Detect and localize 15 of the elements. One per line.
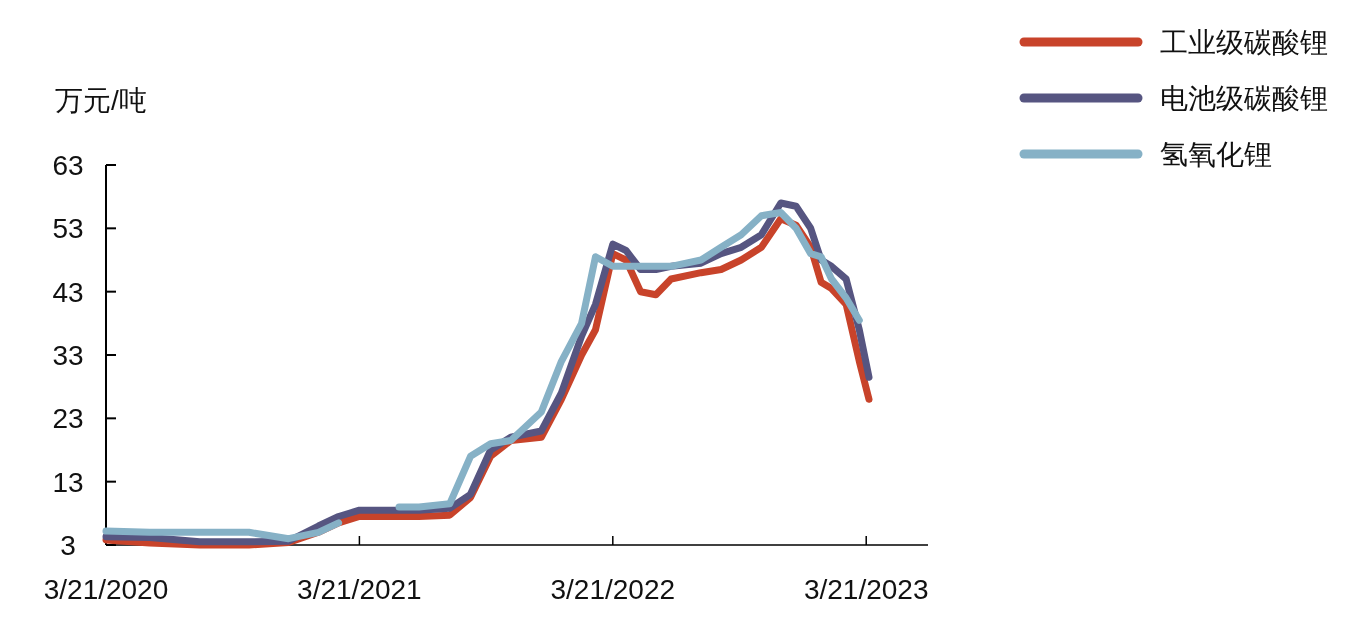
y-tick-label: 63	[52, 150, 84, 181]
x-tick-label: 3/21/2021	[297, 574, 422, 605]
y-tick-label: 3	[60, 530, 76, 561]
x-tick-label: 3/21/2023	[803, 574, 929, 605]
legend-label: 电池级碳酸锂	[1160, 83, 1328, 114]
y-tick-label: 13	[52, 466, 84, 498]
x-tick-label: 3/21/2020	[43, 574, 169, 605]
y-tick-label: 23	[52, 403, 84, 435]
y-tick-label: 53	[52, 213, 84, 245]
legend-label: 工业级碳酸锂	[1160, 27, 1328, 58]
legend-label: 氢氧化锂	[1160, 139, 1272, 170]
y-tick-label: 43	[52, 276, 84, 308]
y-tick-label: 33	[52, 340, 84, 371]
x-tick-label: 3/21/2022	[550, 574, 676, 605]
y-axis-title: 万元/吨	[55, 85, 147, 116]
